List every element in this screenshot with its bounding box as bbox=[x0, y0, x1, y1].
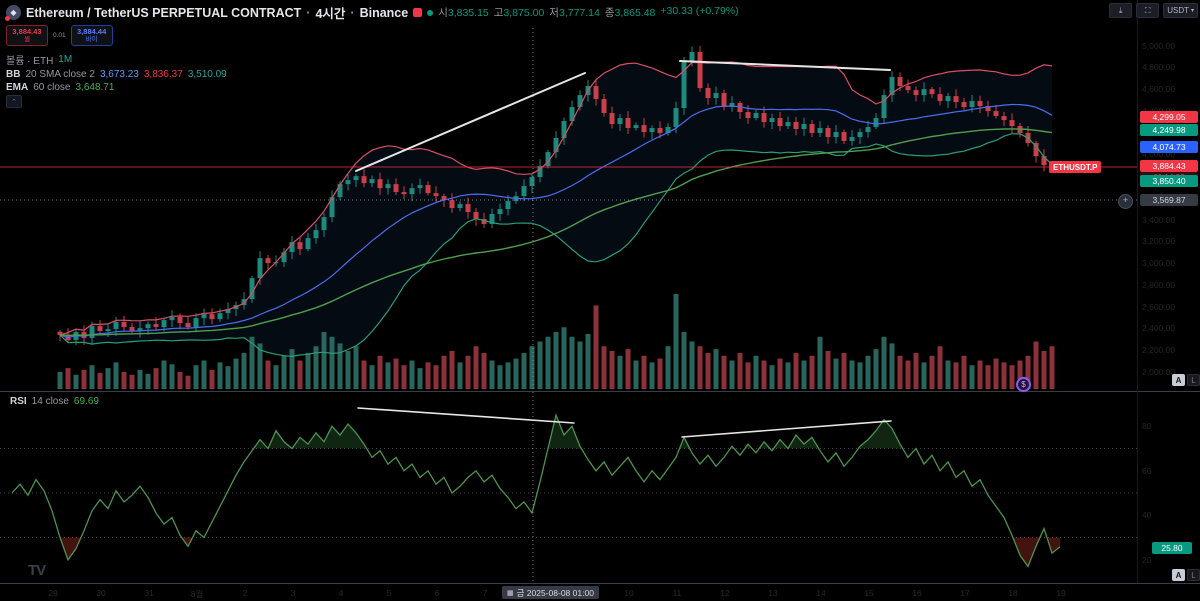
crosshair-plus-button[interactable]: + bbox=[1118, 194, 1133, 209]
legend-bollinger-bands[interactable]: BB 20 SMA close 2 3,673.23 3,836.37 3,51… bbox=[6, 69, 227, 80]
time-tick: 29 bbox=[48, 588, 58, 598]
time-tick: 2 bbox=[242, 588, 248, 598]
download-button[interactable]: ⤓ bbox=[1109, 3, 1133, 18]
sell-button[interactable]: 3,884.43 셀 bbox=[6, 25, 48, 46]
price-label-gray: 3,569.87 bbox=[1140, 194, 1198, 206]
price-tick: 4,800.00 bbox=[1142, 62, 1176, 72]
time-tick: 12 bbox=[720, 588, 730, 598]
time-tick: 3 bbox=[290, 588, 296, 598]
time-tick: 17 bbox=[960, 588, 970, 598]
chart-toolbar-right: ⤓ ⛶ USDT ▾ bbox=[1109, 3, 1198, 18]
price-tick: 4,600.00 bbox=[1142, 84, 1176, 94]
price-tick: 3,400.00 bbox=[1142, 215, 1176, 225]
trade-buttons-row: 3,884.43 셀 0.01 3,884.44 바이 bbox=[6, 25, 739, 46]
currency-dropdown[interactable]: USDT ▾ bbox=[1163, 3, 1198, 18]
main-scale-buttons: A L bbox=[1172, 374, 1200, 386]
auto-scale-button[interactable]: A bbox=[1172, 374, 1185, 386]
chevron-up-icon: ⌃ bbox=[11, 98, 17, 106]
time-tick: 18 bbox=[1008, 588, 1018, 598]
price-tick: 2,000.00 bbox=[1142, 367, 1176, 377]
price-label-green: 3,850.40 bbox=[1140, 175, 1198, 187]
price-line-symbol-tag: ETHUSDT.P bbox=[1049, 161, 1102, 173]
rsi-value-label: 25.80 bbox=[1152, 542, 1192, 554]
rsi-log-scale-button[interactable]: L bbox=[1187, 569, 1200, 581]
rsi-auto-scale-button[interactable]: A bbox=[1172, 569, 1185, 581]
rsi-tick: 60 bbox=[1142, 466, 1152, 476]
time-tick: 7 bbox=[482, 588, 488, 598]
calendar-icon: ▦ bbox=[507, 589, 514, 597]
time-tick: 16 bbox=[912, 588, 922, 598]
time-tick: 6 bbox=[434, 588, 440, 598]
ethereum-logo-icon: ◆ bbox=[5, 5, 21, 21]
rsi-scale-buttons: A L bbox=[1172, 569, 1200, 581]
price-tick: 3,000.00 bbox=[1142, 258, 1176, 268]
legend-volume[interactable]: 볼륨 · ETH 1M bbox=[6, 54, 73, 67]
time-tick: 4 bbox=[338, 588, 344, 598]
price-tick: 3,200.00 bbox=[1142, 236, 1176, 246]
price-change: +30.33 (+0.79%) bbox=[660, 5, 739, 17]
price-tick: 5,000.00 bbox=[1142, 41, 1176, 51]
event-marker-icon[interactable]: $ bbox=[1016, 377, 1031, 392]
price-label-red: 3,884.43 bbox=[1140, 160, 1198, 172]
download-icon: ⤓ bbox=[1118, 5, 1123, 15]
time-tick: 15 bbox=[864, 588, 874, 598]
chevron-down-icon: ▾ bbox=[1190, 8, 1194, 14]
time-tick: 11 bbox=[672, 588, 682, 598]
time-tick: 31 bbox=[144, 588, 154, 598]
price-tick: 2,400.00 bbox=[1142, 323, 1176, 333]
price-tick: 2,200.00 bbox=[1142, 345, 1176, 355]
timeframe-label[interactable]: 4시간 bbox=[315, 7, 346, 21]
contract-icon bbox=[413, 8, 423, 17]
pane-separator[interactable] bbox=[0, 391, 1200, 392]
exchange-label: Binance bbox=[359, 5, 409, 20]
price-scale[interactable]: 5,000.004,800.004,600.004,400.004,200.00… bbox=[1137, 0, 1200, 583]
tradingview-logo[interactable]: TV bbox=[28, 562, 46, 579]
buy-button[interactable]: 3,884.44 바이 bbox=[70, 25, 113, 46]
price-tick: 2,800.00 bbox=[1142, 280, 1176, 290]
time-tick: 5 bbox=[386, 588, 392, 598]
time-tick: 30 bbox=[96, 588, 106, 598]
snapshot-icon: ⛶ bbox=[1144, 5, 1151, 15]
time-tick: 19 bbox=[1056, 588, 1066, 598]
rsi-tick: 40 bbox=[1142, 510, 1152, 520]
ohlc-values: 시3,835.15 고3,875.00 저3,777.14 종3,865.48 … bbox=[438, 5, 739, 19]
time-tick: 14 bbox=[816, 588, 826, 598]
price-label-blue: 4,074.73 bbox=[1140, 141, 1198, 153]
chart-legend: ◆ Ethereum / TetherUS PERPETUAL CONTRACT… bbox=[5, 3, 739, 110]
price-tick: 2,600.00 bbox=[1142, 302, 1176, 312]
price-label-red: 4,299.05 bbox=[1140, 111, 1198, 123]
time-tick: 10 bbox=[624, 588, 634, 598]
price-tick: 4,000.00 bbox=[1142, 149, 1176, 159]
symbol-title: Ethereum / TetherUS PERPETUAL CONTRACT bbox=[26, 5, 302, 20]
market-open-icon bbox=[427, 9, 434, 16]
price-label-green: 4,249.98 bbox=[1140, 124, 1198, 136]
time-tick: 13 bbox=[768, 588, 778, 598]
notification-dot bbox=[5, 16, 10, 21]
legend-collapse-button[interactable]: ⌃ bbox=[6, 95, 22, 108]
symbol-row[interactable]: ◆ Ethereum / TetherUS PERPETUAL CONTRACT… bbox=[5, 3, 739, 22]
legend-ema[interactable]: EMA 60 close 3,648.71 bbox=[6, 82, 115, 93]
time-tick: 8월 bbox=[190, 589, 204, 599]
crosshair-time-label: ▦ 금 2025-08-08 01:00 bbox=[502, 586, 599, 599]
rsi-indicator-chart[interactable] bbox=[0, 392, 1137, 583]
log-scale-button[interactable]: L bbox=[1187, 374, 1200, 386]
snapshot-button[interactable]: ⛶ bbox=[1136, 3, 1160, 18]
rsi-tick: 20 bbox=[1142, 555, 1152, 565]
time-scale[interactable]: ▦ 금 2025-08-08 01:00 2930318월23456789101… bbox=[0, 583, 1200, 601]
main-price-chart[interactable] bbox=[0, 0, 1137, 391]
legend-rsi[interactable]: RSI 14 close 69.69 bbox=[10, 396, 99, 407]
rsi-tick: 80 bbox=[1142, 421, 1152, 431]
